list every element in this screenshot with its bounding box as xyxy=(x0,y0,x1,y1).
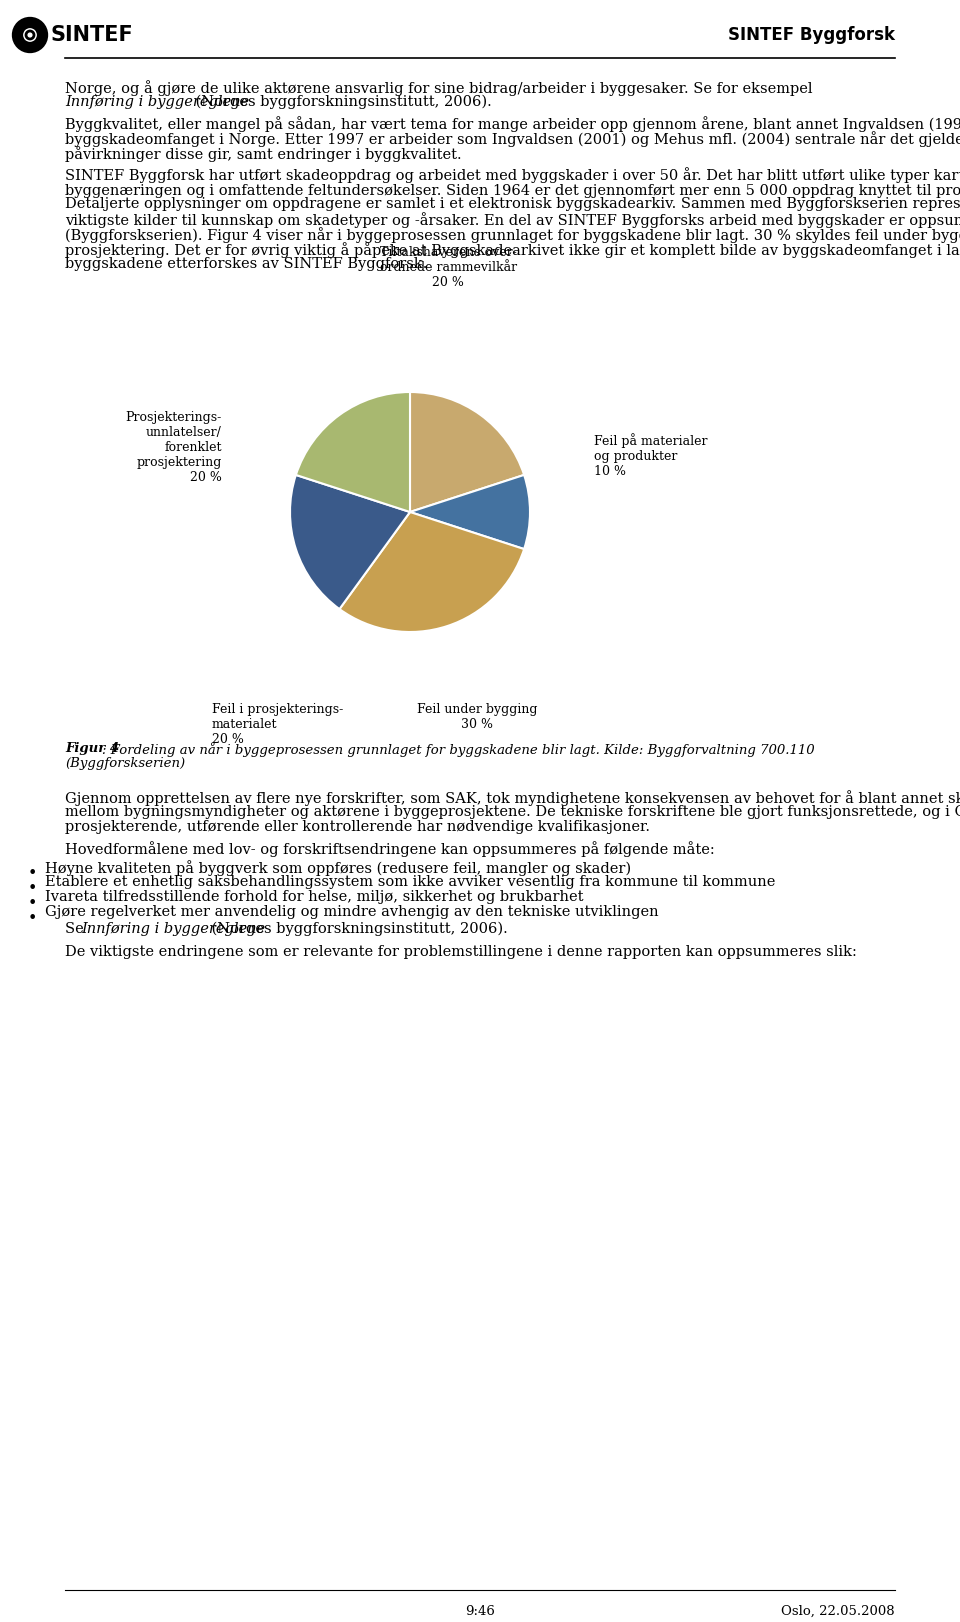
Text: Feil under bygging
30 %: Feil under bygging 30 % xyxy=(417,702,538,730)
Text: 9:46: 9:46 xyxy=(465,1606,495,1619)
Text: •: • xyxy=(28,865,37,882)
Wedge shape xyxy=(340,513,524,633)
Text: viktigste kilder til kunnskap om skadetyper og -årsaker. En del av SINTEF Byggfo: viktigste kilder til kunnskap om skadety… xyxy=(65,212,960,227)
Wedge shape xyxy=(410,475,530,550)
Text: Prosjekterings-
unnlatelser/
forenklet
prosjektering
20 %: Prosjekterings- unnlatelser/ forenklet p… xyxy=(126,410,222,483)
Text: Oslo, 22.05.2008: Oslo, 22.05.2008 xyxy=(781,1606,895,1619)
Text: (Byggforskserien). Figur 4 viser når i byggeprosessen grunnlaget for byggskadene: (Byggforskserien). Figur 4 viser når i b… xyxy=(65,227,960,243)
Text: byggskadeomfanget i Norge. Etter 1997 er arbeider som Ingvaldsen (2001) og Mehus: byggskadeomfanget i Norge. Etter 1997 er… xyxy=(65,131,960,148)
Text: Detaljerte opplysninger om oppdragene er samlet i et elektronisk byggskadearkiv.: Detaljerte opplysninger om oppdragene er… xyxy=(65,196,960,211)
Text: Se: Se xyxy=(65,921,88,936)
Text: Byggkvalitet, eller mangel på sådan, har vært tema for mange arbeider opp gjenno: Byggkvalitet, eller mangel på sådan, har… xyxy=(65,117,960,131)
Wedge shape xyxy=(296,393,410,513)
Text: Tiltakshaverens over-
ordnede rammevilkår
20 %: Tiltakshaverens over- ordnede rammevilkå… xyxy=(380,247,517,289)
Text: (Norges byggforskningsinstitutt, 2006).: (Norges byggforskningsinstitutt, 2006). xyxy=(207,921,508,936)
Wedge shape xyxy=(410,393,524,513)
Text: •: • xyxy=(28,881,37,897)
Text: Høyne kvaliteten på byggverk som oppføres (redusere feil, mangler og skader): Høyne kvaliteten på byggverk som oppføre… xyxy=(45,860,631,876)
Text: Gjøre regelverket mer anvendelig og mindre avhengig av den tekniske utviklingen: Gjøre regelverket mer anvendelig og mind… xyxy=(45,905,659,920)
Wedge shape xyxy=(290,475,410,610)
Text: Hovedformålene med lov- og forskriftsendringene kan oppsummeres på følgende måte: Hovedformålene med lov- og forskriftsend… xyxy=(65,840,715,856)
Text: prosjektering. Det er for øvrig viktig å påpeke at Byggskadearkivet ikke gir et : prosjektering. Det er for øvrig viktig å… xyxy=(65,242,960,258)
Text: påvirkninger disse gir, samt endringer i byggkvalitet.: påvirkninger disse gir, samt endringer i… xyxy=(65,146,462,162)
Text: Norge, og å gjøre de ulike aktørene ansvarlig for sine bidrag/arbeider i byggesa: Norge, og å gjøre de ulike aktørene ansv… xyxy=(65,79,812,96)
Text: SINTEF Byggforsk: SINTEF Byggforsk xyxy=(728,26,895,44)
Text: •: • xyxy=(28,910,37,928)
Text: SINTEF Byggforsk har utført skadeoppdrag og arbeidet med byggskader i over 50 år: SINTEF Byggforsk har utført skadeoppdrag… xyxy=(65,167,960,183)
Text: Figur 4: Figur 4 xyxy=(65,741,119,754)
Text: •: • xyxy=(28,895,37,912)
Text: Gjennom opprettelsen av flere nye forskrifter, som SAK, tok myndighetene konsekv: Gjennom opprettelsen av flere nye forskr… xyxy=(65,790,960,806)
Text: byggskadene etterforskes av SINTEF Byggforsk.: byggskadene etterforskes av SINTEF Byggf… xyxy=(65,256,427,271)
Text: SINTEF: SINTEF xyxy=(50,24,132,45)
Text: mellom bygningsmyndigheter og aktørene i byggeprosjektene. De tekniske forskrift: mellom bygningsmyndigheter og aktørene i… xyxy=(65,805,960,819)
Text: byggenæringen og i omfattende feltundersøkelser. Siden 1964 er det gjennomført m: byggenæringen og i omfattende feltunders… xyxy=(65,182,960,198)
Text: (Norges byggforskningsinstitutt, 2006).: (Norges byggforskningsinstitutt, 2006). xyxy=(191,96,492,109)
Text: prosjekterende, utførende eller kontrollerende har nødvendige kvalifikasjoner.: prosjekterende, utførende eller kontroll… xyxy=(65,821,650,834)
Text: De viktigste endringene som er relevante for problemstillingene i denne rapporte: De viktigste endringene som er relevante… xyxy=(65,946,857,959)
Text: Innføring i byggereglene: Innføring i byggereglene xyxy=(65,96,250,109)
Text: : Fordeling av når i byggeprosessen grunnlaget for byggskadene blir lagt. Kilde:: : Fordeling av når i byggeprosessen grun… xyxy=(103,741,815,757)
Text: (Byggforskserien): (Byggforskserien) xyxy=(65,757,185,770)
Text: Ivareta tilfredsstillende forhold for helse, miljø, sikkerhet og brukbarhet: Ivareta tilfredsstillende forhold for he… xyxy=(45,890,584,903)
Text: Feil i prosjekterings-
materialet
20 %: Feil i prosjekterings- materialet 20 % xyxy=(212,702,344,746)
Text: Etablere et enhetlig saksbehandlingssystem som ikke avviker vesentlig fra kommun: Etablere et enhetlig saksbehandlingssyst… xyxy=(45,874,776,889)
Text: Innføring i byggereglene: Innføring i byggereglene xyxy=(82,921,266,936)
Text: Feil på materialer
og produkter
10 %: Feil på materialer og produkter 10 % xyxy=(593,433,708,477)
